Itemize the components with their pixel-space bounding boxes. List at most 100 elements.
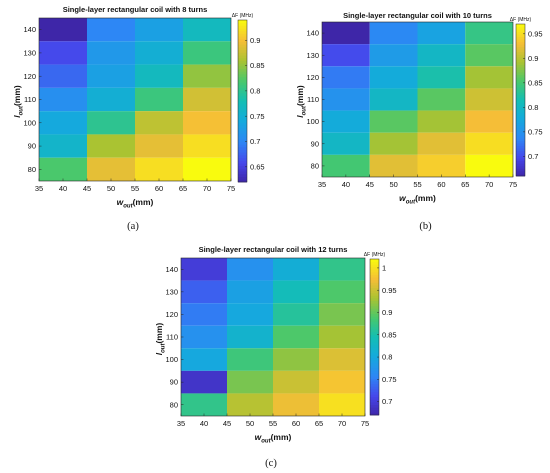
y-tick-label: 140 [165, 265, 178, 274]
heatmap-cell [369, 88, 418, 111]
colorbar-segment [238, 163, 247, 167]
colorbar-segment [238, 82, 247, 86]
heatmap-panel-1: Single-layer rectangular coil with 8 tur… [12, 5, 265, 232]
x-tick-label: 35 [35, 184, 43, 193]
colorbar-segment [238, 101, 247, 105]
colorbar-segment [370, 274, 379, 278]
y-axis-label: lout(mm) [295, 85, 308, 118]
y-tick-label: 110 [166, 333, 178, 342]
heatmap-cell [369, 132, 418, 155]
heatmap-cell [135, 87, 183, 112]
colorbar-segment [516, 84, 525, 88]
colorbar-frame [237, 19, 248, 183]
colorbar-segment [370, 290, 379, 294]
colorbar-segment [238, 130, 247, 134]
y-axis-label: lout(mm) [154, 323, 167, 356]
heatmap-cell [417, 22, 466, 45]
colorbar-segment [516, 170, 525, 174]
heatmap-cell [87, 87, 135, 112]
colorbar-segment [238, 74, 247, 78]
heatmap-cell [319, 258, 365, 281]
colorbar-segment [370, 308, 379, 312]
colorbar-segment [516, 160, 525, 164]
colorbar-segment [238, 157, 247, 161]
colorbar-segment [370, 342, 379, 346]
colorbar-segment [516, 74, 525, 78]
x-tick-label: 65 [315, 419, 323, 428]
colorbar-segment [238, 125, 247, 129]
colorbar-segment [516, 29, 525, 32]
x-tick-label: 70 [203, 184, 211, 193]
colorbar-segment [238, 111, 247, 115]
colorbar-segment [370, 357, 379, 361]
y-tick-label: 120 [306, 73, 319, 82]
colorbar-segment [370, 360, 379, 364]
x-tick-label: 40 [342, 180, 350, 189]
colorbar-frame [369, 258, 380, 416]
colorbar-segment [516, 97, 525, 101]
colorbar-segment [516, 138, 525, 141]
heatmap-cell [322, 110, 370, 133]
colorbar-segment [238, 33, 247, 37]
x-tick-label: 35 [318, 180, 326, 189]
colorbar-segment [370, 373, 379, 377]
colorbar-segment [516, 102, 525, 106]
heatmap-cell [87, 18, 135, 42]
heatmap-cell [322, 66, 370, 89]
colorbar-segment [370, 376, 379, 379]
heatmap-panel-3: Single-layer rectangular coil with 12 tu… [154, 245, 397, 469]
colorbar-tick-label: 0.7 [528, 152, 538, 161]
colorbar-segment [516, 64, 525, 68]
colorbar-segment [516, 153, 525, 157]
heatmap-cell [465, 22, 513, 45]
colorbar-segment [516, 39, 525, 43]
colorbar-segment [516, 31, 525, 35]
colorbar-segment [238, 171, 247, 175]
heatmap-cell [183, 64, 231, 88]
heatmap-cell [227, 280, 273, 304]
heatmap-cell [417, 154, 466, 177]
colorbar-segment [238, 119, 247, 123]
colorbar-segment [516, 135, 525, 139]
colorbar-segment [370, 277, 379, 281]
heatmap-cell [183, 111, 231, 135]
heatmap-cell [183, 157, 231, 181]
colorbar-segment [370, 285, 379, 288]
colorbar-segment [516, 67, 525, 70]
colorbar-segment [370, 394, 379, 398]
colorbar-segment [238, 133, 247, 137]
colorbar-segment [238, 28, 247, 32]
colorbar-segment [238, 165, 247, 169]
heatmap-cell [183, 134, 231, 158]
heatmap-cell [322, 88, 370, 111]
colorbar-segment [516, 26, 525, 30]
heatmap-cell [135, 111, 183, 135]
colorbar-segment [516, 56, 525, 60]
colorbar-segment [370, 409, 379, 413]
colorbar-segment [516, 163, 525, 167]
x-tick-label: 40 [200, 419, 208, 428]
heatmap-cell [183, 87, 231, 112]
heatmap-cell [417, 44, 466, 67]
colorbar-segment [516, 125, 525, 129]
colorbar-segment [370, 365, 379, 369]
heatmap-cell [319, 280, 365, 304]
colorbar-segment [238, 106, 247, 110]
heatmap-cell [273, 258, 319, 281]
colorbar-segment [370, 326, 379, 330]
colorbar-segment [238, 114, 247, 118]
colorbar-segment [370, 412, 379, 416]
colorbar-segment [370, 391, 379, 395]
heatmap-cell [465, 110, 513, 133]
heatmap-cell [417, 132, 466, 155]
heatmap-cell [135, 157, 183, 181]
colorbar-segment [516, 79, 525, 83]
colorbar-segment [516, 62, 525, 65]
colorbar-tick-label: 0.8 [528, 103, 538, 112]
colorbar-segment [238, 141, 247, 145]
colorbar-tick-label: 0.95 [528, 29, 543, 38]
colorbar-segment [238, 55, 247, 59]
colorbar-segment [238, 57, 247, 61]
colorbar-segment [516, 127, 525, 131]
heatmap-cell [319, 303, 365, 326]
